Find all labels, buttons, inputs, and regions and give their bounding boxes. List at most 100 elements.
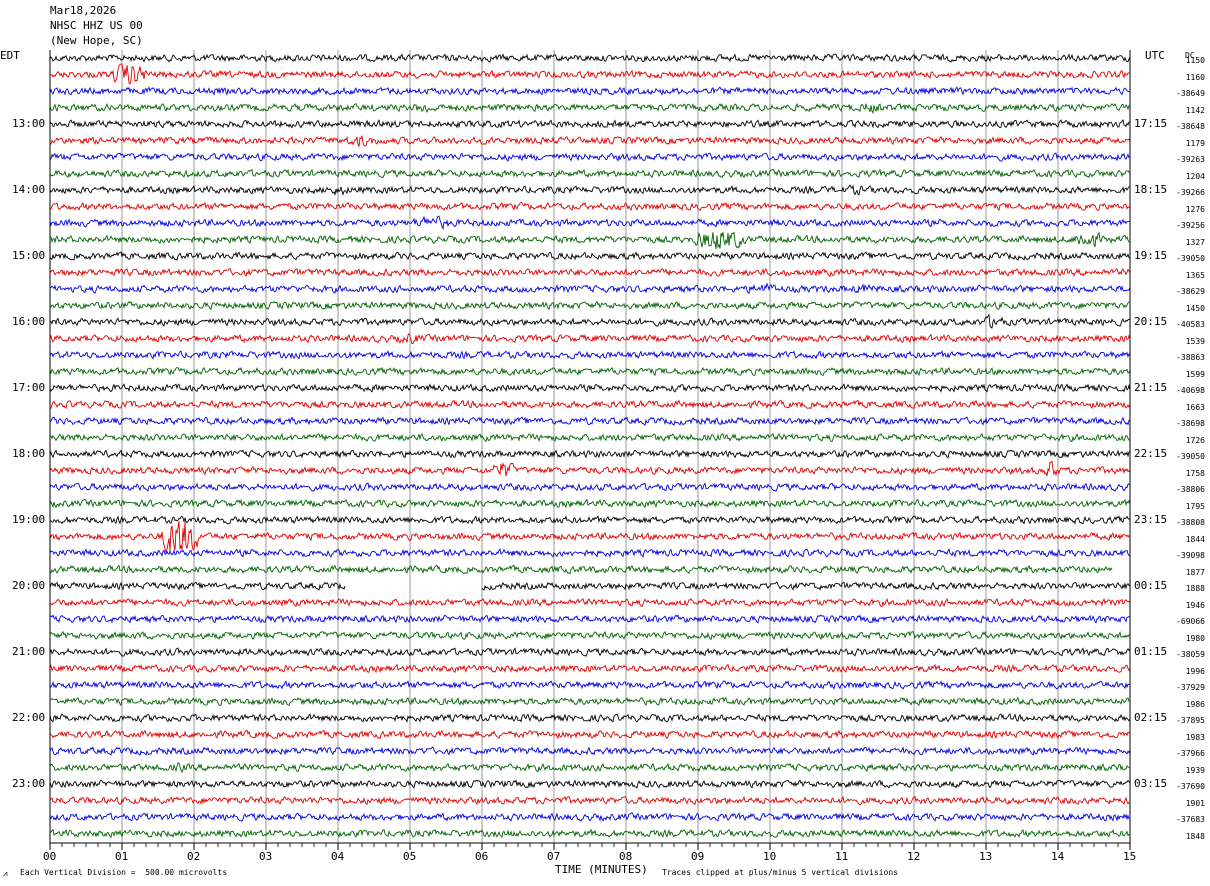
- dc-offset-value: 1276: [1185, 204, 1205, 214]
- right-hour-label: 03:15: [1134, 777, 1168, 790]
- plot-date: Mar18,2026: [50, 4, 117, 17]
- x-tick-label: 08: [619, 850, 633, 863]
- dc-offset-value: -37929: [1176, 683, 1205, 692]
- x-tick-label: 04: [331, 850, 345, 863]
- seismic-trace: [49, 498, 1131, 509]
- dc-offset-value: -38649: [1176, 89, 1205, 98]
- left-hour-label: 13:00: [12, 117, 46, 130]
- seismic-trace: [49, 63, 1131, 85]
- dc-offset-value: -37895: [1176, 716, 1205, 725]
- left-hour-label: 22:00: [12, 711, 46, 724]
- seismic-trace: [49, 696, 1131, 707]
- dc-offset-value: -39050: [1176, 254, 1205, 263]
- clip-note: Traces clipped at plus/minus 5 vertical …: [662, 868, 899, 877]
- seismic-trace: [49, 828, 1131, 839]
- dc-offset-value: 1996: [1185, 666, 1205, 676]
- dc-offset-value: 1663: [1185, 402, 1205, 412]
- seismic-trace: [49, 300, 1131, 311]
- right-timezone-label: UTC: [1145, 49, 1165, 62]
- x-tick-label: 02: [187, 850, 201, 863]
- dc-offset-value: 1204: [1185, 171, 1205, 181]
- seismic-trace: [49, 762, 1131, 774]
- station-location: (New Hope, SC): [50, 34, 143, 47]
- seismic-trace: [49, 134, 1131, 148]
- right-hour-label: 23:15: [1134, 513, 1168, 526]
- seismic-trace: [49, 267, 1131, 278]
- dc-offset-value: -37690: [1176, 782, 1205, 791]
- left-hour-label: 15:00: [12, 249, 46, 262]
- dc-offset-value: -39050: [1176, 452, 1205, 461]
- x-tick-label: 11: [835, 850, 849, 863]
- left-timezone-label: EDT: [0, 49, 20, 62]
- x-tick-label: 03: [259, 850, 273, 863]
- dc-offset-value: 1450: [1185, 303, 1205, 313]
- seismic-trace: [49, 53, 1131, 63]
- seismic-trace: [49, 521, 1131, 554]
- seismic-trace: [49, 119, 1131, 129]
- dc-offset-value: 1901: [1185, 798, 1205, 808]
- seismic-trace: [49, 333, 1131, 345]
- x-tick-label: 06: [475, 850, 489, 863]
- dc-offset-value: 1844: [1185, 534, 1205, 544]
- seismic-trace: [49, 614, 1131, 624]
- dc-offset-value: -39266: [1176, 188, 1205, 197]
- x-tick-label: 07: [547, 850, 561, 863]
- x-tick-label: 09: [691, 850, 705, 863]
- dc-offset-value: -39098: [1176, 551, 1205, 560]
- seismic-trace: [49, 313, 1131, 329]
- dc-offset-value: 1848: [1185, 831, 1205, 841]
- right-hour-label: 19:15: [1134, 249, 1168, 262]
- dc-offset-value: 1758: [1185, 468, 1205, 478]
- dc-offset-header: DC: [1185, 51, 1195, 60]
- right-hour-label: 02:15: [1134, 711, 1168, 724]
- left-hour-label: 20:00: [12, 579, 46, 592]
- seismic-trace: [49, 713, 1131, 723]
- seismic-trace: [49, 251, 1131, 261]
- x-tick-label: 14: [1051, 850, 1065, 863]
- seismic-trace: [49, 215, 1131, 231]
- x-tick-label: 00: [43, 850, 57, 863]
- right-hour-label: 20:15: [1134, 315, 1168, 328]
- dc-offset-value: 1888: [1185, 584, 1205, 593]
- dc-offset-value: 1327: [1185, 237, 1205, 247]
- right-hour-label: 18:15: [1134, 183, 1168, 196]
- seismic-trace: [49, 482, 1131, 492]
- seismic-trace: [49, 152, 1131, 162]
- dc-offset-value: 1795: [1185, 501, 1205, 511]
- seismic-trace: [49, 282, 1131, 295]
- dc-offset-value: 1986: [1185, 699, 1205, 709]
- left-hour-label: 16:00: [12, 315, 46, 328]
- dc-offset-value: -69066: [1176, 617, 1205, 626]
- seismic-trace: [49, 548, 1131, 558]
- left-hour-label: 23:00: [12, 777, 46, 790]
- seismic-trace: [49, 564, 1113, 575]
- left-hour-label: 19:00: [12, 513, 46, 526]
- scale-corner-icon: ⩘: [3, 869, 8, 878]
- seismic-trace: [49, 416, 1131, 426]
- seismic-trace: [49, 399, 1131, 410]
- dc-offset-value: -39263: [1176, 155, 1205, 164]
- seismic-trace: [49, 630, 1131, 641]
- seismic-trace: [49, 383, 1131, 393]
- dc-offset-value: -38059: [1176, 650, 1205, 659]
- left-hour-label: 21:00: [12, 645, 46, 658]
- dc-offset-value: -40698: [1176, 386, 1205, 395]
- seismic-trace: [49, 432, 1131, 443]
- dc-offset-value: -38648: [1176, 122, 1205, 131]
- dc-offset-value: 1150: [1185, 56, 1205, 65]
- left-hour-label: 17:00: [12, 381, 46, 394]
- right-hour-label: 00:15: [1134, 579, 1168, 592]
- dc-offset-value: 1179: [1185, 138, 1205, 148]
- station-code: NHSC HHZ US 00: [50, 19, 143, 32]
- dc-offset-value: 1142: [1185, 105, 1205, 115]
- dc-offset-value: 1980: [1185, 633, 1205, 643]
- seismic-trace: [49, 795, 1131, 806]
- x-tick-label: 01: [115, 850, 129, 863]
- dc-offset-value: -38806: [1176, 485, 1205, 494]
- dc-offset-value: -38698: [1176, 419, 1205, 428]
- dc-offset-value: 1539: [1185, 336, 1205, 346]
- seismic-trace: [49, 779, 1131, 789]
- left-hour-label: 18:00: [12, 447, 46, 460]
- seismic-trace: [49, 168, 1131, 179]
